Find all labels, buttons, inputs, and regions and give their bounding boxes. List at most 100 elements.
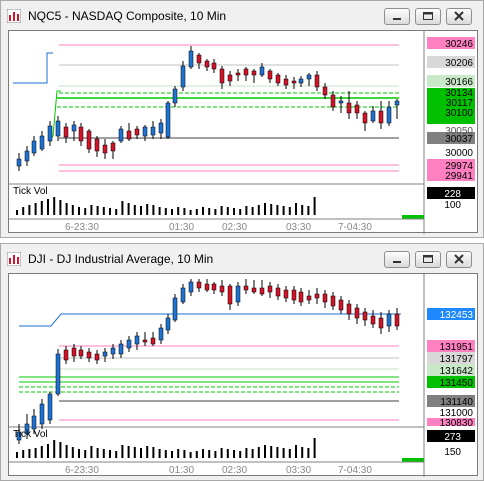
maximize-button[interactable] <box>415 251 441 268</box>
candle <box>16 431 22 441</box>
chart-app-icon <box>7 9 21 23</box>
candle <box>86 351 92 359</box>
price-label: 30206 <box>445 58 473 69</box>
tick-value-tag <box>427 430 475 442</box>
candle <box>31 415 37 430</box>
candle <box>71 347 77 357</box>
price-label: 132453 <box>440 310 474 321</box>
candle <box>16 158 22 167</box>
time-label: 03:30 <box>286 465 311 476</box>
candle <box>204 283 210 291</box>
price-label: 30246 <box>445 39 473 50</box>
candle <box>180 287 186 303</box>
price-label: 131000 <box>440 408 474 419</box>
candle <box>165 102 171 138</box>
candle <box>204 60 210 68</box>
price-axis: 30246 30206 30166 30134 30117 30100 3003… <box>427 37 475 182</box>
candle <box>78 126 84 142</box>
candle <box>63 349 69 361</box>
time-axis: 6-23:30 01:30 02:30 03:30 7-04:30 <box>9 218 424 233</box>
candle <box>86 130 92 150</box>
candle <box>275 74 281 84</box>
price-tag <box>427 418 475 426</box>
candle <box>298 291 304 303</box>
candle <box>211 283 217 291</box>
price-chart[interactable]: 132453 131951 131797 131642 131450 13114… <box>8 273 478 477</box>
maximize-icon <box>423 12 433 20</box>
candle <box>283 78 289 86</box>
candle <box>251 70 257 76</box>
candle <box>188 50 194 68</box>
candle <box>259 66 265 76</box>
price-chart[interactable]: 30246 30206 30166 30134 30117 30100 3003… <box>8 30 478 234</box>
candle <box>63 126 69 138</box>
price-pane[interactable] <box>9 274 424 426</box>
price-label: 30000 <box>445 148 473 159</box>
candle <box>118 343 124 355</box>
minimize-icon <box>393 261 401 263</box>
close-button[interactable] <box>446 8 472 25</box>
candle <box>158 122 164 134</box>
candle <box>267 285 273 293</box>
price-label: 131450 <box>440 378 474 389</box>
time-label: 01:30 <box>169 222 194 233</box>
candle <box>338 100 344 104</box>
time-label: 02:30 <box>222 222 247 233</box>
minimize-button[interactable] <box>384 251 410 268</box>
price-label: 29974 <box>445 161 473 172</box>
candle <box>386 313 392 327</box>
candle <box>314 293 320 299</box>
candle <box>47 125 53 142</box>
chart-app-icon <box>7 252 21 266</box>
price-label: 30134 <box>445 88 473 99</box>
price-tag <box>427 37 475 49</box>
candle <box>322 86 328 96</box>
blue-level-line <box>19 313 401 327</box>
candle <box>338 299 344 311</box>
candle <box>150 337 156 345</box>
candle <box>24 150 30 162</box>
candle <box>235 285 241 303</box>
candle <box>227 74 233 82</box>
candle <box>71 124 77 132</box>
blue-step-line <box>13 52 53 84</box>
candle <box>322 293 328 303</box>
candle <box>110 142 116 152</box>
time-label: 01:30 <box>169 465 194 476</box>
price-label: 30100 <box>445 108 473 119</box>
minimize-button[interactable] <box>384 8 410 25</box>
tick-scale: 100 <box>444 200 461 211</box>
tick-value: 273 <box>444 432 461 443</box>
title-bar[interactable]: DJI - DJ Industrial Average, 10 Min <box>1 244 483 274</box>
candle <box>47 393 53 421</box>
volume-highlight <box>402 458 424 462</box>
price-tag <box>427 395 475 407</box>
candle <box>142 126 148 137</box>
close-icon <box>454 11 464 21</box>
candle <box>24 423 30 435</box>
title-bar[interactable]: NQC5 - NASDAQ Composite, 10 Min <box>1 1 483 31</box>
time-label: 03:30 <box>286 222 311 233</box>
candle <box>172 88 178 104</box>
candle <box>180 65 186 88</box>
candle <box>354 307 360 319</box>
maximize-icon <box>423 255 433 263</box>
candle <box>219 285 225 293</box>
candle <box>118 128 124 142</box>
candle <box>394 313 400 327</box>
price-label: 30166 <box>445 77 473 88</box>
candle <box>378 110 384 124</box>
candle <box>306 74 312 80</box>
candle <box>267 70 273 80</box>
candle <box>39 403 45 425</box>
candle <box>291 80 297 84</box>
candle <box>259 287 265 295</box>
close-button[interactable] <box>446 251 472 268</box>
candle <box>386 106 392 124</box>
maximize-button[interactable] <box>415 8 441 25</box>
candle <box>150 126 156 136</box>
chart-svg: 132453 131951 131797 131642 131450 13114… <box>9 274 475 477</box>
price-label: 30037 <box>445 134 473 145</box>
time-label: 6-23:30 <box>65 465 99 476</box>
candle <box>243 285 249 291</box>
